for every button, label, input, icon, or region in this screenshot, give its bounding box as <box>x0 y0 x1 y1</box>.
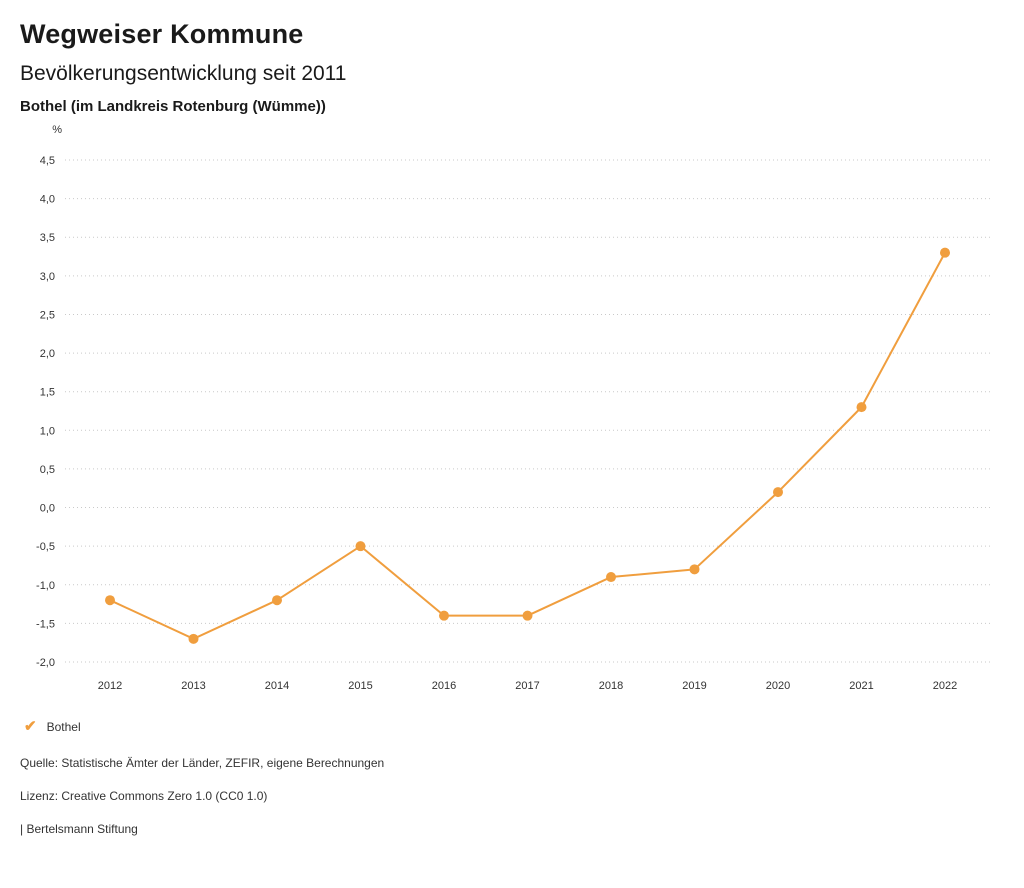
svg-text:2,5: 2,5 <box>40 310 55 322</box>
legend-item-bothel[interactable]: ✔ Bothel <box>24 719 81 734</box>
chart-header: Wegweiser Kommune Bevölkerungsentwicklun… <box>0 0 1024 115</box>
attribution-text: | Bertelsmann Stiftung <box>20 822 138 837</box>
svg-text:-0,5: -0,5 <box>36 542 55 554</box>
svg-text:1,5: 1,5 <box>40 387 55 399</box>
chart-location-subtitle: Bothel (im Landkreis Rotenburg (Wümme)) <box>20 98 326 116</box>
svg-text:2,0: 2,0 <box>40 348 55 360</box>
svg-text:3,0: 3,0 <box>40 271 55 283</box>
svg-text:2015: 2015 <box>348 680 372 692</box>
svg-text:2013: 2013 <box>181 680 205 692</box>
population-line-chart[interactable]: % 4,5 4,0 3,5 3,0 2,5 2,0 1,5 1,0 0,5 0,0 -0,5 -1,0 -… <box>0 115 1024 705</box>
svg-text:-1,5: -1,5 <box>36 619 55 631</box>
svg-text:1,0: 1,0 <box>40 426 55 438</box>
svg-text:0,0: 0,0 <box>40 503 55 515</box>
svg-text:2018: 2018 <box>599 680 623 692</box>
check-icon: ✔ <box>24 718 37 736</box>
source-text: Quelle: Statistische Ämter der Länder, Z… <box>20 756 385 771</box>
legend-label: Bothel <box>46 719 81 734</box>
svg-text:%: % <box>52 124 62 136</box>
svg-text:-2,0: -2,0 <box>36 657 55 669</box>
svg-text:2020: 2020 <box>766 680 790 692</box>
svg-text:2016: 2016 <box>432 680 456 692</box>
svg-text:0,5: 0,5 <box>40 464 55 476</box>
svg-text:-1,0: -1,0 <box>36 580 55 592</box>
svg-text:4,0: 4,0 <box>40 194 55 206</box>
chart-footer: Quelle: Statistische Ämter der Länder, Z… <box>0 756 1024 836</box>
svg-text:2012: 2012 <box>98 680 122 692</box>
svg-text:2017: 2017 <box>515 680 539 692</box>
svg-text:2022: 2022 <box>933 680 957 692</box>
license-text: Lizenz: Creative Commons Zero 1.0 (CC0 1… <box>20 789 268 804</box>
svg-text:2021: 2021 <box>849 680 873 692</box>
chart-title: Bevölkerungsentwicklung seit 2011 <box>20 62 347 86</box>
svg-text:2014: 2014 <box>265 680 289 692</box>
chart-legend: ✔ Bothel <box>0 719 1024 734</box>
svg-text:4,5: 4,5 <box>40 155 55 167</box>
svg-text:3,5: 3,5 <box>40 233 55 245</box>
chart-area: % 4,5 4,0 3,5 3,0 2,5 2,0 1,5 1,0 0,5 0,0 -0,5 -1,0 -… <box>0 115 1024 705</box>
page-title: Wegweiser Kommune <box>20 19 304 49</box>
svg-text:2019: 2019 <box>682 680 706 692</box>
